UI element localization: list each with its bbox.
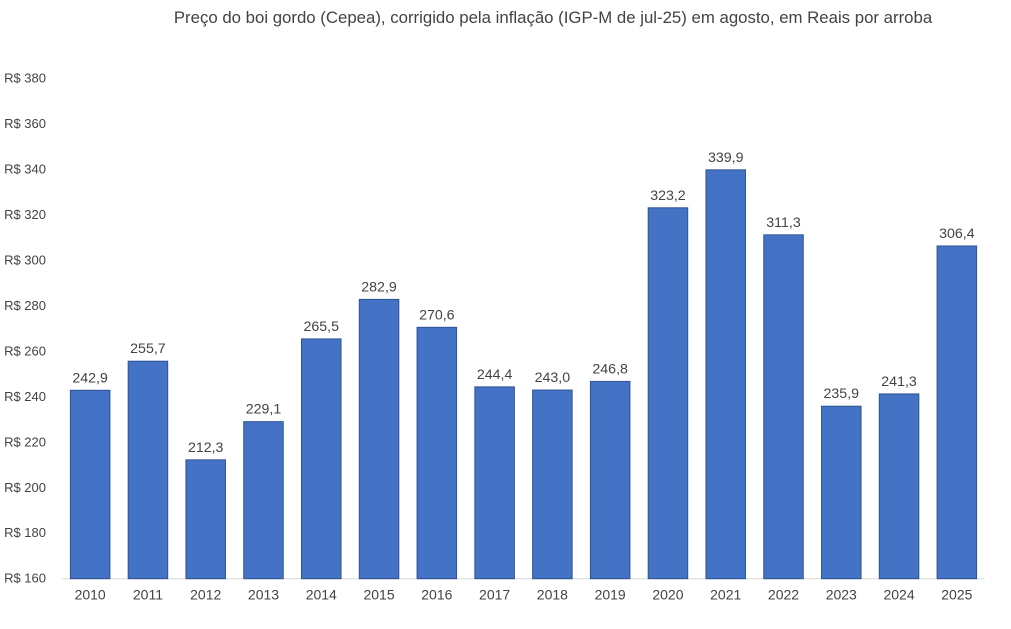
svg-text:R$ 380: R$ 380 bbox=[4, 71, 46, 86]
svg-text:2023: 2023 bbox=[826, 587, 857, 603]
svg-text:R$ 240: R$ 240 bbox=[4, 389, 46, 404]
svg-text:2012: 2012 bbox=[190, 587, 221, 603]
svg-text:243,0: 243,0 bbox=[535, 370, 571, 386]
svg-text:282,9: 282,9 bbox=[361, 279, 397, 295]
svg-text:2011: 2011 bbox=[133, 587, 163, 603]
svg-text:2013: 2013 bbox=[248, 587, 279, 603]
svg-text:244,4: 244,4 bbox=[477, 367, 513, 383]
svg-text:2010: 2010 bbox=[75, 587, 106, 603]
svg-text:235,9: 235,9 bbox=[824, 386, 860, 402]
svg-text:2020: 2020 bbox=[652, 587, 683, 603]
svg-text:R$ 320: R$ 320 bbox=[4, 207, 46, 222]
svg-text:229,1: 229,1 bbox=[246, 402, 282, 418]
svg-text:241,3: 241,3 bbox=[881, 374, 917, 390]
svg-text:2016: 2016 bbox=[421, 587, 452, 603]
svg-text:R$ 180: R$ 180 bbox=[4, 525, 46, 540]
svg-text:339,9: 339,9 bbox=[708, 150, 744, 166]
svg-text:242,9: 242,9 bbox=[72, 370, 108, 386]
svg-text:R$ 300: R$ 300 bbox=[4, 253, 46, 268]
svg-text:255,7: 255,7 bbox=[130, 341, 166, 357]
svg-text:323,2: 323,2 bbox=[650, 188, 686, 204]
svg-text:270,6: 270,6 bbox=[419, 307, 455, 323]
svg-text:R$ 280: R$ 280 bbox=[4, 298, 46, 313]
svg-text:212,3: 212,3 bbox=[188, 440, 224, 456]
svg-text:2025: 2025 bbox=[941, 587, 972, 603]
svg-text:2019: 2019 bbox=[595, 587, 626, 603]
svg-text:2018: 2018 bbox=[537, 587, 568, 603]
svg-text:2014: 2014 bbox=[306, 587, 337, 603]
svg-text:2017: 2017 bbox=[479, 587, 510, 603]
svg-text:R$ 340: R$ 340 bbox=[4, 162, 46, 177]
svg-text:2024: 2024 bbox=[883, 587, 914, 603]
svg-text:306,4: 306,4 bbox=[939, 226, 975, 242]
svg-text:2021: 2021 bbox=[710, 587, 741, 603]
svg-text:2015: 2015 bbox=[363, 587, 394, 603]
svg-text:2022: 2022 bbox=[768, 587, 799, 603]
svg-text:311,3: 311,3 bbox=[766, 215, 801, 231]
svg-text:R$ 260: R$ 260 bbox=[4, 343, 46, 358]
svg-text:R$ 160: R$ 160 bbox=[4, 571, 46, 586]
svg-text:R$ 200: R$ 200 bbox=[4, 480, 46, 495]
svg-text:246,8: 246,8 bbox=[592, 361, 628, 377]
svg-text:265,5: 265,5 bbox=[304, 319, 340, 335]
svg-text:R$ 360: R$ 360 bbox=[4, 116, 46, 131]
svg-text:R$ 220: R$ 220 bbox=[4, 434, 46, 449]
